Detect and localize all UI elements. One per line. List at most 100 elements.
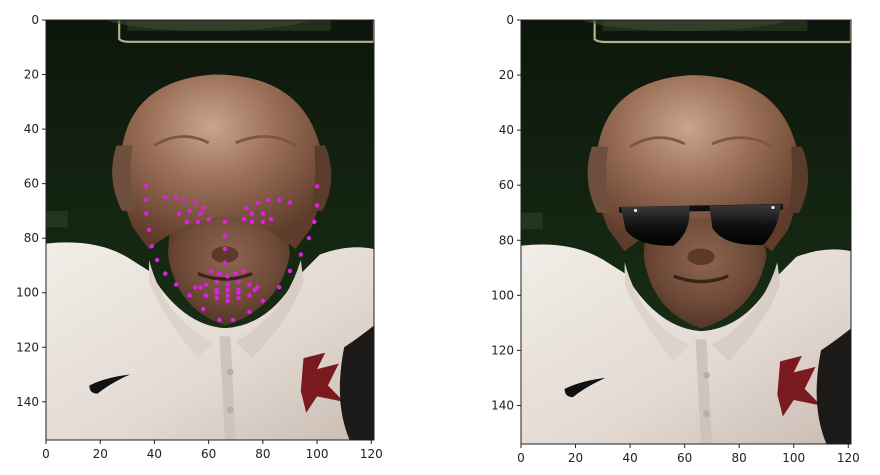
keypoint <box>225 298 230 304</box>
keypoint <box>214 290 219 295</box>
keypoint <box>247 309 252 315</box>
keypoint <box>154 257 160 263</box>
right-y-tick-label: 40 <box>499 123 514 137</box>
keypoint <box>214 279 219 285</box>
left-y-tick-label: 60 <box>24 177 39 191</box>
keypoint <box>222 219 228 225</box>
keypoint <box>144 211 149 216</box>
left-x-tick-label: 80 <box>255 447 270 461</box>
keypoint <box>287 268 293 274</box>
keypoint <box>201 205 206 211</box>
right-x-tick-label: 40 <box>622 451 637 465</box>
keypoint <box>244 205 249 211</box>
keypoint <box>187 293 192 298</box>
left-y-tick-label: 0 <box>31 13 39 27</box>
right-x-tick-label: 120 <box>837 451 860 465</box>
sunglasses-left-lens <box>620 206 690 246</box>
left-x-tick-label: 60 <box>201 447 216 461</box>
keypoint <box>214 295 219 301</box>
left-y-tick-label: 100 <box>16 286 39 300</box>
keypoint <box>312 219 317 225</box>
sunglasses-highlight <box>633 208 638 213</box>
keypoint <box>255 285 260 290</box>
keypoint <box>306 235 312 241</box>
keypoint <box>149 244 154 249</box>
keypoint <box>287 200 293 205</box>
keypoints-layer <box>144 184 320 323</box>
keypoint <box>222 233 228 238</box>
keypoint <box>247 293 252 298</box>
sunglasses-overlay <box>619 203 783 246</box>
keypoint <box>182 197 187 203</box>
keypoint <box>144 184 149 189</box>
keypoint <box>266 197 271 203</box>
keypoint <box>192 200 198 205</box>
left-y-tick-label: 80 <box>24 231 39 245</box>
keypoint <box>225 293 230 298</box>
keypoint <box>144 197 149 203</box>
left-y-tick-label: 40 <box>24 122 39 136</box>
left-y-tick-label: 120 <box>16 340 39 354</box>
keypoint <box>276 285 282 290</box>
keypoint <box>163 195 168 200</box>
keypoint <box>260 298 266 304</box>
keypoint <box>184 219 190 225</box>
right-y-tick-label: 140 <box>491 398 514 412</box>
left-y-tick-label: 20 <box>24 68 39 82</box>
sunglasses-right-lens <box>709 204 782 246</box>
left-x-tick-label: 100 <box>306 447 329 461</box>
keypoint <box>173 282 179 287</box>
keypoint <box>222 260 228 265</box>
keypoint <box>314 184 320 189</box>
keypoint <box>276 197 282 203</box>
keypoint <box>249 219 255 225</box>
left-x-tick-label: 20 <box>93 447 108 461</box>
right-x-axis: 0 20 40 60 80 100 120 <box>517 444 860 465</box>
right-x-tick-label: 60 <box>677 451 692 465</box>
keypoint <box>206 216 211 222</box>
right-y-tick-label: 80 <box>499 233 514 247</box>
left-x-tick-label: 120 <box>360 447 383 461</box>
keypoint <box>260 211 266 216</box>
keypoint <box>298 252 304 257</box>
right-y-tick-label: 0 <box>506 13 514 27</box>
keypoint <box>187 208 192 214</box>
keypoint <box>192 285 198 290</box>
sunglasses-highlight <box>771 205 775 210</box>
right-y-tick-label: 20 <box>499 68 514 82</box>
keypoint <box>230 317 236 323</box>
left-axes-frame <box>45 19 375 441</box>
keypoint <box>314 203 320 208</box>
keypoint <box>198 211 203 216</box>
keypoint <box>198 285 203 290</box>
right-x-tick-label: 20 <box>568 451 583 465</box>
keypoint <box>173 195 179 200</box>
left-y-axis: 0 20 40 60 80 100 120 140 <box>16 13 46 409</box>
keypoint <box>201 306 206 312</box>
keypoint <box>225 287 230 293</box>
keypoint <box>233 271 238 276</box>
keypoint <box>241 268 247 274</box>
left-x-tick-label: 40 <box>147 447 162 461</box>
keypoint <box>146 227 152 233</box>
keypoint <box>222 246 228 252</box>
keypoint <box>241 216 247 222</box>
keypoint <box>176 211 182 216</box>
keypoint <box>195 219 201 225</box>
keypoint <box>209 268 214 274</box>
keypoint <box>236 279 241 285</box>
keypoint <box>225 282 230 287</box>
keypoint <box>217 271 222 276</box>
keypoint <box>255 200 260 205</box>
right-panel: 0 20 40 60 80 100 120 0 20 40 60 80 100 120 140 <box>491 13 860 465</box>
keypoint <box>236 290 241 295</box>
keypoint <box>217 317 222 323</box>
keypoint <box>163 271 168 276</box>
left-panel: 0 20 40 60 80 100 120 0 20 40 60 80 100 120 140 <box>16 13 383 461</box>
right-y-axis: 0 20 40 60 80 100 120 140 <box>491 13 521 412</box>
right-x-tick-label: 80 <box>732 451 747 465</box>
left-y-tick-label: 140 <box>16 395 39 409</box>
keypoint <box>225 274 230 279</box>
keypoint <box>260 219 266 225</box>
right-x-tick-label: 100 <box>782 451 805 465</box>
